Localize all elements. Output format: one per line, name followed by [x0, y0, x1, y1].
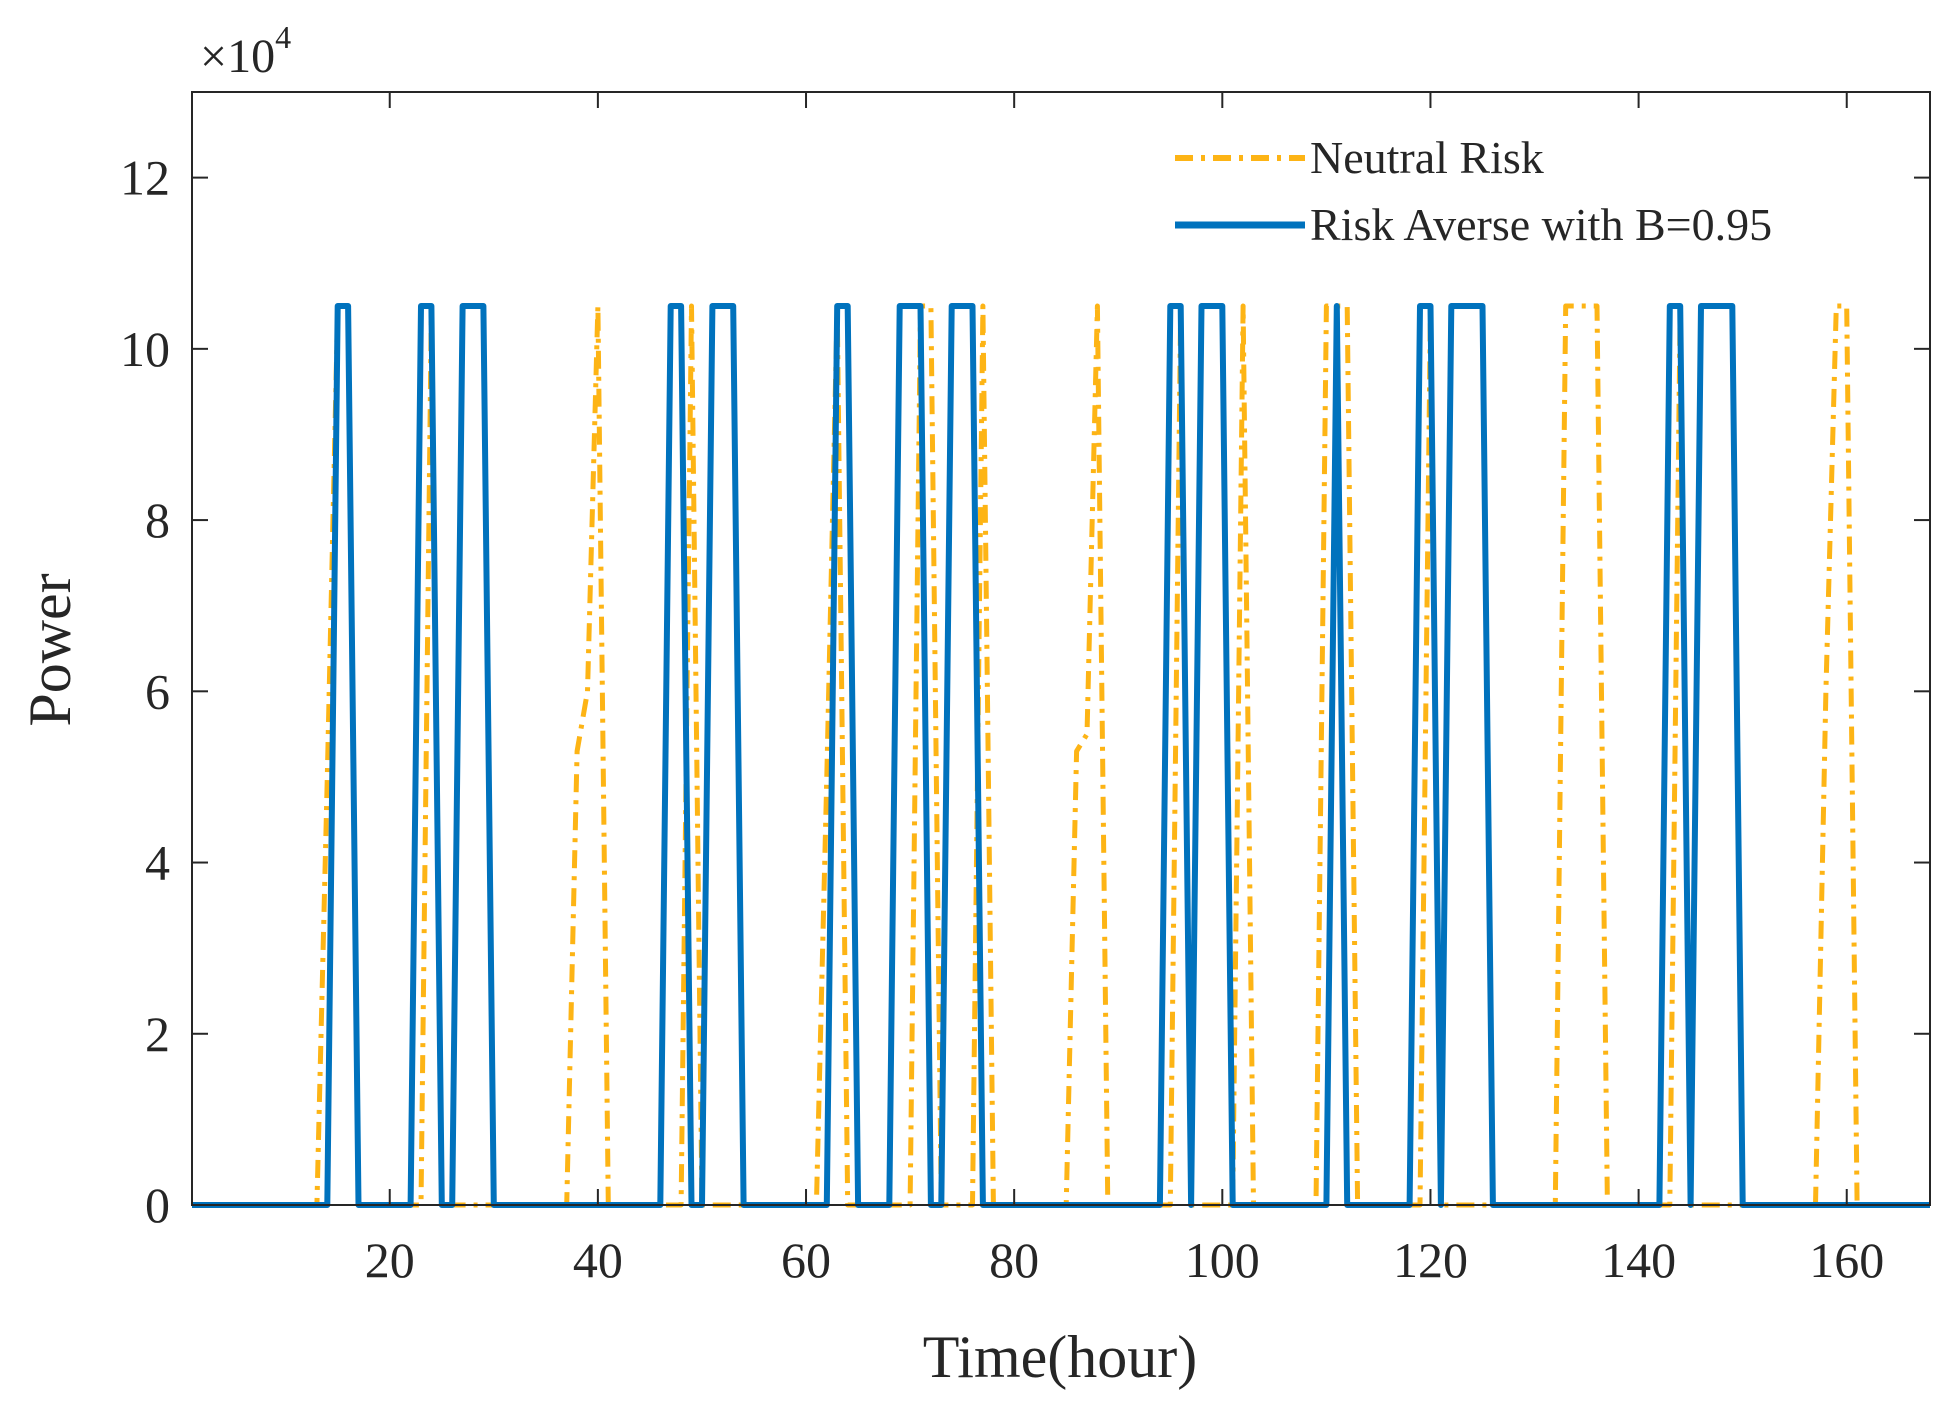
series-line-0: [192, 303, 1930, 1208]
x-tick-label: 100: [1185, 1232, 1260, 1288]
x-tick-label: 80: [989, 1232, 1039, 1288]
x-tick-label: 40: [573, 1232, 623, 1288]
y-tick-label: 2: [145, 1006, 170, 1062]
y-axis-label: Power: [17, 573, 83, 726]
series-layer: [192, 303, 1930, 1208]
x-tick-label: 140: [1601, 1232, 1676, 1288]
legend-label-risk-averse: Risk Averse with B=0.95: [1310, 199, 1772, 250]
x-tick-label: 160: [1809, 1232, 1884, 1288]
y-exponent-label: ×104: [200, 19, 291, 83]
y-tick-label: 6: [145, 663, 170, 719]
x-axis-label: Time(hour): [923, 1324, 1197, 1390]
y-tick-label: 4: [145, 835, 170, 891]
axes-box: [191, 91, 1931, 1206]
x-ticks: 20 40 60 80 100 120 140 160: [365, 92, 1884, 1288]
y-tick-label: 8: [145, 492, 170, 548]
x-tick-label: 60: [781, 1232, 831, 1288]
y-ticks: 0 2 4 6 8 10 12: [120, 150, 1930, 1233]
x-tick-label: 120: [1393, 1232, 1468, 1288]
y-tick-label: 0: [145, 1177, 170, 1233]
legend: Neutral Risk Risk Averse with B=0.95: [1175, 132, 1772, 250]
series-line-1: [192, 303, 1930, 1208]
y-tick-label: 10: [120, 321, 170, 377]
legend-label-neutral-risk: Neutral Risk: [1310, 132, 1544, 183]
plot-area: [192, 92, 1930, 1205]
x-tick-label: 20: [365, 1232, 415, 1288]
y-tick-label: 12: [120, 150, 170, 206]
